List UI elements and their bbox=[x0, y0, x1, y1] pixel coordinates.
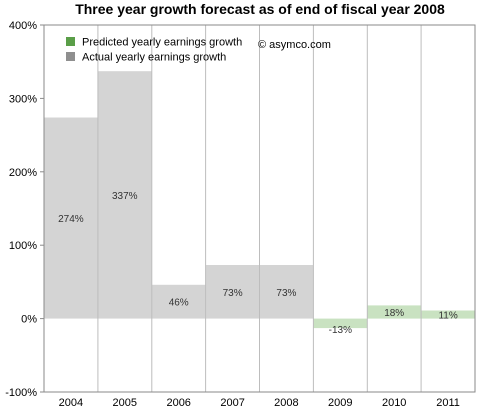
bar-2006 bbox=[151, 284, 206, 319]
bar-2008 bbox=[259, 265, 314, 319]
bar-2007 bbox=[205, 265, 260, 319]
data-label-2009: -13% bbox=[329, 325, 352, 336]
data-label-2007: 73% bbox=[223, 288, 243, 299]
copyright-annotation: © asymco.com bbox=[258, 39, 331, 51]
y-tick-label: 300% bbox=[9, 93, 37, 105]
x-tick-label: 2005 bbox=[113, 397, 137, 409]
data-label-2010: 18% bbox=[384, 308, 404, 319]
legend-swatch bbox=[66, 52, 75, 61]
x-tick-label: 2006 bbox=[166, 397, 190, 409]
legend-label: Predicted yearly earnings growth bbox=[82, 37, 242, 49]
bar-2011 bbox=[421, 310, 475, 319]
gridlines bbox=[97, 25, 422, 392]
y-tick-label: 0% bbox=[21, 314, 37, 326]
chart-title: Three year growth forecast as of end of … bbox=[75, 1, 445, 17]
x-tick-label: 2009 bbox=[328, 397, 352, 409]
data-label-2006: 46% bbox=[169, 298, 189, 309]
x-tick-label: 2011 bbox=[436, 397, 460, 409]
y-tick-label: 400% bbox=[9, 20, 37, 32]
x-tick-label: 2004 bbox=[59, 397, 83, 409]
data-label-2008: 73% bbox=[276, 288, 296, 299]
data-label-2005: 337% bbox=[112, 191, 138, 202]
bar-2009 bbox=[313, 318, 368, 329]
bar-2010 bbox=[367, 305, 422, 319]
legend: Predicted yearly earnings growth Actual y… bbox=[66, 37, 242, 64]
data-labels: 274% 337% 46% 73% 73% -13% 18% 11% bbox=[58, 191, 458, 336]
data-label-2011: 11% bbox=[438, 311, 457, 322]
legend-label: Actual yearly earnings growth bbox=[82, 52, 226, 64]
y-tick-label: 200% bbox=[9, 167, 37, 179]
bars-group bbox=[44, 71, 475, 329]
y-tick-label: 100% bbox=[9, 240, 37, 252]
x-tick-label: 2007 bbox=[220, 397, 244, 409]
legend-swatch bbox=[66, 37, 75, 46]
y-tick-label: -100% bbox=[5, 387, 37, 399]
x-tick-label: 2008 bbox=[274, 397, 298, 409]
data-label-2004: 274% bbox=[58, 214, 84, 225]
bar-2005 bbox=[97, 71, 152, 319]
bar-2004 bbox=[44, 117, 98, 319]
plot-frame bbox=[43, 24, 476, 393]
x-tick-label: 2010 bbox=[382, 397, 406, 409]
axes: -100% 0% 100% 200% 300% 400% 2004 2005 2006 2007 2… bbox=[5, 20, 476, 409]
